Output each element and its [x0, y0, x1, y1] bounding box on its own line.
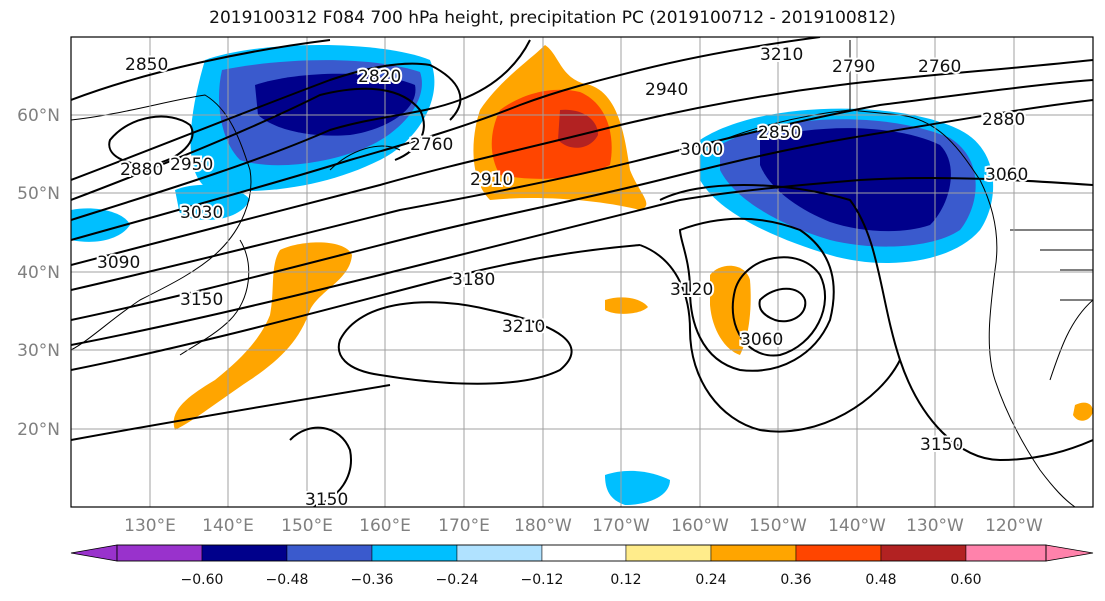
- lat-label: 60°N: [17, 106, 60, 126]
- contour-label: 2880: [120, 160, 163, 180]
- colorbar-tick-label: −0.60: [181, 572, 224, 588]
- contour-label: 3090: [97, 253, 140, 273]
- longitude-labels: 130°E 140°E 150°E 160°E 170°E 180°W 170°…: [124, 516, 1043, 536]
- lat-label: 50°N: [17, 184, 60, 204]
- colorbar-tick-label: 0.24: [695, 572, 726, 588]
- lon-label: 170°E: [438, 516, 490, 536]
- contour-labels: 2850 2820 2880 2950 3030 3090 3150 2910 …: [95, 43, 1030, 510]
- colorbar-segment: [965, 544, 1047, 562]
- lon-label: 130°W: [906, 516, 964, 536]
- lon-label: 180°W: [514, 516, 572, 536]
- colorbar-segment: [795, 544, 882, 562]
- contour-label: 3210: [760, 45, 803, 65]
- contour-label: 2910: [470, 170, 513, 190]
- colorbar-tick-label: 0.60: [950, 572, 981, 588]
- negative-anomaly-west-pacific: [71, 45, 435, 242]
- contour-label: 2820: [358, 67, 401, 87]
- lon-label: 120°W: [985, 516, 1043, 536]
- colorbar-tick-label: 0.48: [865, 572, 896, 588]
- contour-label: 3000: [680, 140, 723, 160]
- contour-label: 2950: [170, 155, 213, 175]
- colorbar-tick-label: 0.36: [780, 572, 811, 588]
- lon-label: 160°E: [359, 516, 411, 536]
- contour-label: 2790: [832, 57, 875, 77]
- colorbar-tick-label: −0.48: [266, 572, 309, 588]
- contour-label: 2850: [758, 123, 801, 143]
- map-panel: 2850 2820 2880 2950 3030 3090 3150 2910 …: [71, 37, 1093, 510]
- contour-label: 3150: [305, 490, 348, 510]
- lat-label: 30°N: [17, 341, 60, 361]
- contour-label: 2850: [125, 55, 168, 75]
- lon-label: 170°W: [592, 516, 650, 536]
- colorbar-tick-label: 0.12: [610, 572, 641, 588]
- map-title: 2019100312 F084 700 hPa height, precipit…: [209, 8, 896, 28]
- contour-label: 3180: [452, 270, 495, 290]
- colorbar-segment: [371, 544, 458, 562]
- lat-label: 20°N: [17, 420, 60, 440]
- contour-label: 2760: [410, 135, 453, 155]
- colorbar-tick-label: −0.24: [436, 572, 479, 588]
- contour-label: 3150: [920, 435, 963, 455]
- contour-label: 3030: [180, 203, 223, 223]
- contour-label: 2940: [645, 80, 688, 100]
- colorbar-segment: [625, 544, 712, 562]
- lon-label: 150°E: [281, 516, 333, 536]
- contour-label: 3210: [502, 317, 545, 337]
- lat-label: 40°N: [17, 263, 60, 283]
- contour-label: 3120: [670, 280, 713, 300]
- map-frame: [70, 36, 1094, 508]
- colorbar-segment: [116, 544, 203, 562]
- height-contours: [71, 37, 1093, 507]
- contour-label: 2760: [918, 57, 961, 77]
- lon-label: 160°W: [671, 516, 729, 536]
- colorbar-extend-min: [70, 544, 118, 562]
- lon-label: 150°W: [749, 516, 807, 536]
- colorbar-segment: [880, 544, 967, 562]
- colorbar-segment: [286, 544, 373, 562]
- colorbar-extend-max: [1045, 544, 1094, 562]
- colorbar-segment: [201, 544, 288, 562]
- lon-label: 140°E: [202, 516, 254, 536]
- colorbar-segment: [541, 544, 627, 562]
- contour-label: 3150: [180, 290, 223, 310]
- colorbar-tick-label: −0.36: [351, 572, 394, 588]
- colorbar: −0.60 −0.48 −0.36 −0.24 −0.12 0.12 0.24 …: [70, 544, 1094, 588]
- colorbar-segment: [456, 544, 543, 562]
- contour-label: 2880: [982, 110, 1025, 130]
- colorbar-segment: [710, 544, 797, 562]
- colorbar-tick-label: −0.12: [521, 572, 564, 588]
- lon-label: 130°E: [124, 516, 176, 536]
- contour-label: 3060: [740, 330, 783, 350]
- lon-label: 140°W: [828, 516, 886, 536]
- latitude-labels: 60°N 50°N 40°N 30°N 20°N: [17, 106, 60, 440]
- contour-label: 3060: [985, 165, 1028, 185]
